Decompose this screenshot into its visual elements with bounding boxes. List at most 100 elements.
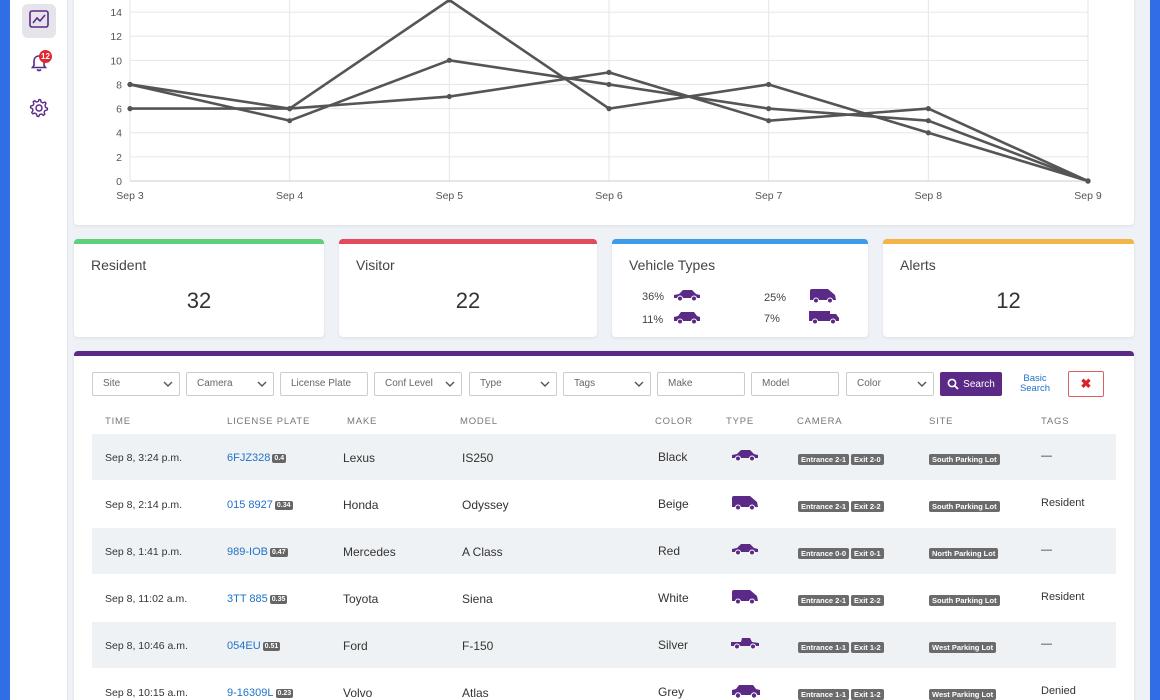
site-badge: North Parking Lot bbox=[929, 548, 999, 559]
row-make: Lexus bbox=[343, 451, 376, 465]
license-plate-link[interactable]: 054EU bbox=[227, 640, 261, 652]
table-row[interactable]: Sep 8, 2:14 p.m. 015 8927 0.34 Honda Odyssey… bbox=[92, 481, 1116, 528]
color-select[interactable]: Color bbox=[846, 372, 934, 396]
vehicle-type-van: 25% bbox=[764, 288, 838, 307]
close-icon: ✖ bbox=[1080, 376, 1092, 391]
license-plate-link[interactable]: 989-IOB bbox=[227, 546, 268, 558]
row-license-plate: 054EU 0.51 bbox=[227, 638, 281, 652]
y-tick-label: 10 bbox=[110, 55, 122, 67]
truck-icon bbox=[730, 636, 760, 655]
table-row[interactable]: Sep 8, 1:41 p.m. 989-IOB 0.47 Mercedes A Cla… bbox=[92, 528, 1116, 575]
y-tick-label: 14 bbox=[110, 7, 122, 19]
chevron-down-icon bbox=[540, 381, 550, 387]
make-input[interactable]: Make bbox=[657, 372, 745, 396]
header-type[interactable]: TYPE bbox=[726, 416, 755, 427]
header-license-plate[interactable]: LICENSE PLATE bbox=[227, 416, 311, 427]
header-model[interactable]: MODEL bbox=[460, 416, 498, 427]
row-make: Volvo bbox=[343, 686, 373, 700]
row-tags: — bbox=[1041, 544, 1052, 556]
resident-stat-card[interactable]: Resident 32 bbox=[74, 239, 324, 337]
visitor-label: Visitor bbox=[356, 257, 395, 273]
x-tick-label: Sep 3 bbox=[116, 190, 144, 202]
row-license-plate: 3TT 885 0.35 bbox=[227, 591, 288, 605]
van-percent: 25% bbox=[764, 291, 787, 304]
table-row[interactable]: Sep 8, 10:15 a.m. 9-16309L 0.23 Volvo Atlas G… bbox=[92, 669, 1116, 700]
conf-level-select[interactable]: Conf Level bbox=[374, 372, 462, 396]
row-time: Sep 8, 1:41 p.m. bbox=[105, 546, 183, 558]
row-camera: Entrance 1-1 Exit 1-2 bbox=[798, 639, 886, 653]
basic-search-link[interactable]: Basic Search bbox=[1019, 373, 1051, 394]
row-model: Odyssey bbox=[462, 498, 509, 512]
row-model: Siena bbox=[462, 592, 493, 606]
license-plate-input[interactable]: License Plate bbox=[280, 372, 368, 396]
search-button[interactable]: Search bbox=[940, 372, 1002, 396]
row-model: Atlas bbox=[462, 686, 489, 700]
row-color: Silver bbox=[658, 638, 689, 652]
vehicle-type-truck: 7% bbox=[764, 309, 840, 328]
model-placeholder: Model bbox=[762, 378, 790, 389]
confidence-badge: 0.4 bbox=[272, 454, 287, 463]
sidebar-item-analytics[interactable] bbox=[22, 4, 56, 38]
site-select-label: Site bbox=[103, 378, 121, 389]
chevron-down-icon bbox=[917, 381, 927, 387]
vehicle-types-stat-card[interactable]: Vehicle Types 36% 25% 11% 7% bbox=[612, 239, 868, 337]
clear-filters-button[interactable]: ✖ bbox=[1068, 371, 1104, 397]
header-site[interactable]: SITE bbox=[929, 416, 954, 427]
row-make: Toyota bbox=[343, 592, 379, 606]
header-time[interactable]: TIME bbox=[105, 416, 131, 427]
camera-exit-badge: Exit 0-1 bbox=[851, 548, 884, 559]
row-camera: Entrance 2-1 Exit 2-0 bbox=[798, 451, 886, 465]
license-plate-link[interactable]: 015 8927 bbox=[227, 499, 273, 511]
row-time: Sep 8, 11:02 a.m. bbox=[105, 593, 188, 605]
camera-select[interactable]: Camera bbox=[186, 372, 274, 396]
header-color[interactable]: COLOR bbox=[655, 416, 693, 427]
row-make: Mercedes bbox=[343, 545, 396, 559]
alerts-stat-card[interactable]: Alerts 12 bbox=[883, 239, 1134, 337]
tags-select[interactable]: Tags bbox=[563, 372, 651, 396]
table-row[interactable]: Sep 8, 3:24 p.m. 6FJZ328 0.4 Lexus IS250 Blac… bbox=[92, 434, 1116, 481]
visitor-stat-card[interactable]: Visitor 22 bbox=[339, 239, 597, 337]
row-site: North Parking Lot bbox=[929, 545, 1000, 559]
row-color: Black bbox=[658, 450, 688, 464]
sidebar-item-notifications[interactable]: 12 bbox=[22, 48, 56, 82]
van-icon bbox=[730, 495, 760, 516]
camera-exit-badge: Exit 2-2 bbox=[851, 501, 884, 512]
vehicle-type-suv: 11% bbox=[642, 311, 702, 328]
type-select-label: Type bbox=[480, 378, 502, 389]
vehicle-types-label: Vehicle Types bbox=[629, 257, 716, 273]
notification-badge: 12 bbox=[39, 50, 52, 63]
license-plate-link[interactable]: 9-16309L bbox=[227, 687, 274, 699]
data-point bbox=[766, 81, 772, 88]
suv-icon bbox=[672, 311, 702, 328]
site-badge: West Parking Lot bbox=[929, 642, 997, 653]
header-camera[interactable]: CAMERA bbox=[797, 416, 843, 427]
header-tags[interactable]: TAGS bbox=[1041, 416, 1070, 427]
license-plate-link[interactable]: 3TT 885 bbox=[227, 593, 268, 605]
row-site: South Parking Lot bbox=[929, 592, 1002, 606]
camera-exit-badge: Exit 2-2 bbox=[851, 595, 884, 606]
data-point bbox=[1085, 178, 1091, 184]
camera-entrance-badge: Entrance 0-0 bbox=[798, 548, 850, 559]
site-select[interactable]: Site bbox=[92, 372, 180, 396]
camera-entrance-badge: Entrance 1-1 bbox=[798, 689, 850, 700]
confidence-badge: 0.34 bbox=[274, 501, 293, 510]
model-input[interactable]: Model bbox=[751, 372, 839, 396]
x-tick-label: Sep 5 bbox=[436, 190, 464, 202]
table-row[interactable]: Sep 8, 10:46 a.m. 054EU 0.51 Ford F-150 Silve… bbox=[92, 622, 1116, 669]
header-make[interactable]: MAKE bbox=[347, 416, 378, 427]
type-select[interactable]: Type bbox=[469, 372, 557, 396]
y-tick-label: 4 bbox=[116, 128, 122, 140]
sidebar-item-settings[interactable] bbox=[22, 93, 56, 127]
table-row[interactable]: Sep 8, 11:02 a.m. 3TT 885 0.35 Toyota Siena W… bbox=[92, 575, 1116, 622]
search-button-label: Search bbox=[963, 378, 995, 390]
license-plate-link[interactable]: 6FJZ328 bbox=[227, 452, 271, 464]
suv-percent: 11% bbox=[642, 313, 664, 326]
y-tick-label: 8 bbox=[116, 79, 122, 91]
row-tags: — bbox=[1041, 450, 1052, 462]
data-point bbox=[606, 69, 612, 75]
data-point bbox=[925, 106, 931, 112]
row-color: White bbox=[658, 591, 689, 605]
camera-entrance-badge: Entrance 2-1 bbox=[798, 501, 850, 512]
row-site: South Parking Lot bbox=[929, 498, 1002, 512]
chevron-down-icon bbox=[445, 381, 455, 387]
